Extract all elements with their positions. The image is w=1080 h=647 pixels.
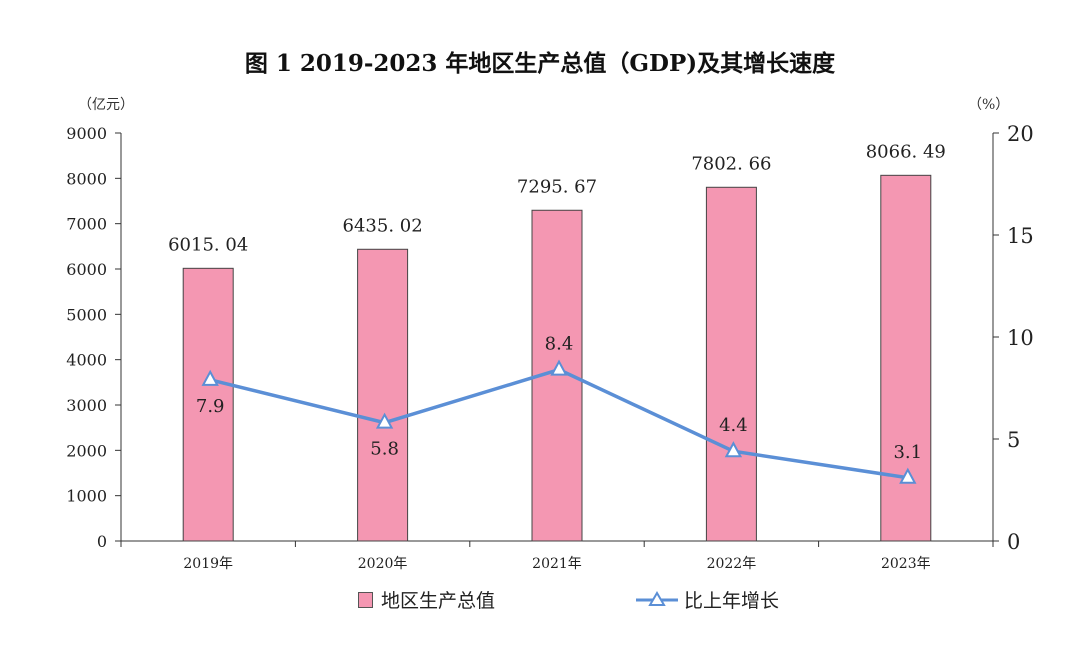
legend-label-gdp: 地区生产总值 xyxy=(381,590,496,612)
growth-marker xyxy=(724,441,743,458)
left-tick-label: 3000 xyxy=(66,396,107,415)
x-tick-label: 2023年 xyxy=(881,556,931,572)
right-tick-label: 15 xyxy=(1007,224,1034,248)
growth-marker xyxy=(375,412,394,429)
bar-value-label: 7802. 66 xyxy=(691,153,771,174)
left-tick-label: 4000 xyxy=(66,351,107,370)
bar xyxy=(705,186,757,542)
bar xyxy=(880,174,932,542)
right-tick-label: 5 xyxy=(1007,428,1020,452)
right-tick-label: 10 xyxy=(1007,326,1034,350)
left-tick-label: 1000 xyxy=(66,487,107,506)
bar-value-label: 7295. 67 xyxy=(517,176,597,197)
right-tick-label: 0 xyxy=(1007,530,1020,554)
bar-value-label: 6435. 02 xyxy=(343,215,423,236)
x-tick-label: 2022年 xyxy=(707,556,757,572)
growth-value-label: 8.4 xyxy=(545,334,574,355)
left-tick-label: 2000 xyxy=(66,441,107,460)
growth-marker xyxy=(899,467,917,484)
left-tick-label: 7000 xyxy=(66,215,107,234)
growth-value-label: 4.4 xyxy=(719,415,748,436)
bar-value-label: 8066. 49 xyxy=(866,141,946,162)
left-axis-unit: （亿元） xyxy=(78,97,134,113)
legend-label-growth: 比上年增长 xyxy=(684,590,780,612)
legend-bar-swatch xyxy=(358,591,373,608)
x-tick-label: 2021年 xyxy=(532,556,582,572)
bar-value-label: 6015. 04 xyxy=(168,234,248,255)
left-tick-label: 6000 xyxy=(66,260,107,279)
right-axis-unit: （%） xyxy=(968,97,1010,113)
bar xyxy=(182,267,234,542)
left-tick-label: 9000 xyxy=(66,124,107,143)
legend-item-growth: 比上年增长 xyxy=(636,586,779,613)
growth-marker xyxy=(201,369,219,386)
x-tick-label: 2020年 xyxy=(358,556,408,572)
legend-line-swatch xyxy=(636,590,678,606)
bar xyxy=(357,248,409,542)
growth-value-label: 5.8 xyxy=(370,439,399,460)
growth-value-label: 3.1 xyxy=(893,442,922,463)
left-tick-label: 5000 xyxy=(66,305,107,324)
left-tick-label: 8000 xyxy=(66,169,107,188)
growth-marker xyxy=(550,359,568,376)
x-tick-label: 2019年 xyxy=(183,556,233,572)
right-tick-label: 20 xyxy=(1007,122,1034,146)
growth-value-label: 7.9 xyxy=(196,396,225,417)
left-tick-label: 0 xyxy=(97,532,107,551)
legend-item-gdp: 地区生产总值 xyxy=(358,586,495,613)
chart-title: 图 1 2019-2023 年地区生产总值（GDP)及其增长速度 xyxy=(244,50,836,77)
